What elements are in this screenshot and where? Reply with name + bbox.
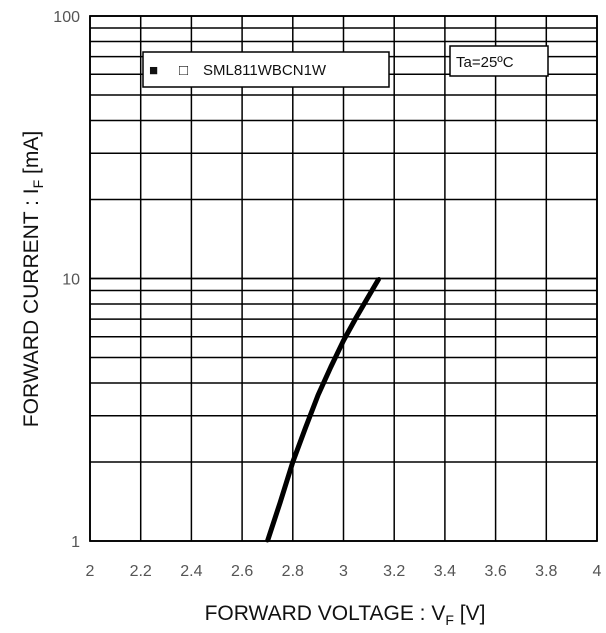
data-point	[265, 539, 269, 543]
data-point	[303, 426, 307, 430]
y-tick-label: 100	[53, 9, 80, 26]
grid-lines	[89, 15, 598, 542]
data-point	[278, 501, 282, 505]
x-tick-label: 2.8	[282, 563, 304, 580]
legend: ■ □ SML811WBCN1W	[142, 51, 390, 88]
condition-note-box	[449, 45, 549, 77]
x-tick-label: 3.8	[535, 563, 557, 580]
y-tick-label: 10	[62, 272, 80, 289]
x-tick-label: 3	[339, 563, 348, 580]
y-axis-title: FORWARD CURRENT : IF [mA]	[20, 131, 46, 427]
x-tick-label: 2.2	[130, 563, 152, 580]
legend-box	[142, 51, 390, 88]
x-tick-label: 4	[593, 563, 602, 580]
data-point	[354, 316, 358, 320]
x-tick-label: 2.4	[180, 563, 202, 580]
condition-note-text: Ta=25ºC	[456, 54, 514, 71]
x-tick-label: 3.6	[484, 563, 506, 580]
legend-label: SML811WBCN1W	[203, 62, 327, 79]
data-point	[291, 460, 295, 464]
x-axis-title: FORWARD VOLTAGE : VF [V]	[205, 602, 486, 628]
y-tick-labels: 1 10 100	[53, 9, 80, 551]
x-tick-labels: 2 2.2 2.4 2.6 2.8 3 3.2 3.4 3.6 3.8 4	[86, 563, 602, 580]
condition-note: Ta=25ºC	[449, 45, 549, 77]
x-tick-label: 2	[86, 563, 95, 580]
y-tick-label: 1	[71, 534, 80, 551]
legend-open-square-icon: □	[179, 62, 188, 79]
plot-frame	[89, 15, 598, 542]
x-tick-label: 2.6	[231, 563, 253, 580]
x-tick-label: 3.2	[383, 563, 405, 580]
data-point	[367, 294, 371, 298]
data-point	[329, 365, 333, 369]
data-series	[265, 277, 382, 543]
data-point	[377, 277, 381, 280]
x-tick-label: 3.4	[434, 563, 456, 580]
data-point	[342, 339, 345, 343]
data-point	[316, 393, 320, 397]
series-line	[265, 277, 382, 542]
legend-filled-square-icon: ■	[149, 62, 158, 79]
